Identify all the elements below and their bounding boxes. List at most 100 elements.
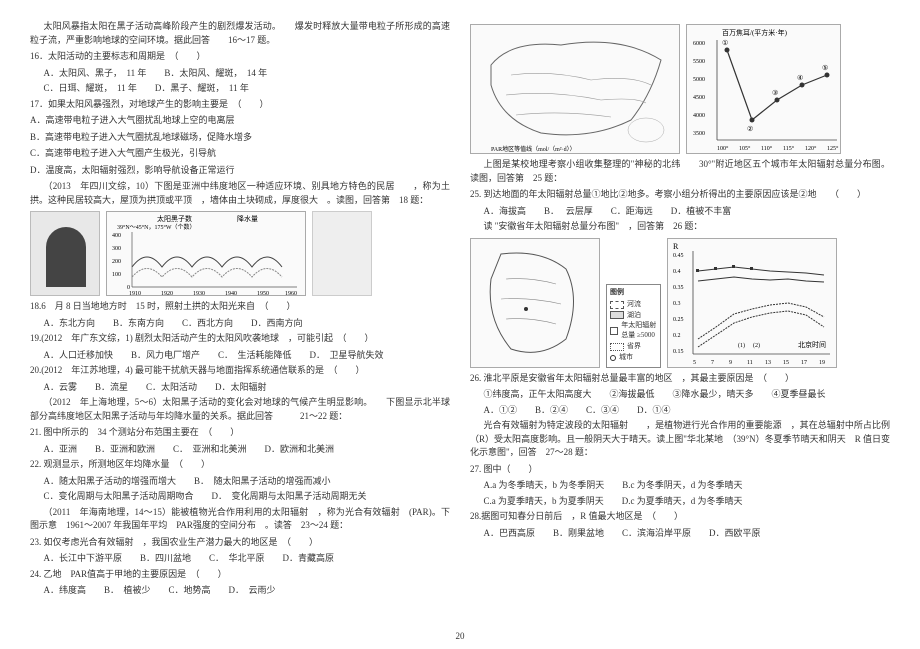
fig26-row: 图例 河流 湖泊 年太阳辐射总量 ≥5000 省界 城市 R 0.45 0.4 … xyxy=(470,238,890,368)
svg-text:19: 19 xyxy=(819,360,825,366)
q16-c: C．日珥、耀斑， 11 年 xyxy=(44,82,137,96)
arch-photo xyxy=(30,211,100,296)
svg-text:9: 9 xyxy=(729,360,732,366)
q22-opts-r2: C．变化周期与太阳黑子活动周期吻合D． 变化周期与太阳黑子活动周期无关 xyxy=(30,490,450,504)
q20-stem: 20.(2012 年江苏地理，4) 最可能干扰航天器与地面指挥系统通信联系的是 … xyxy=(30,364,450,378)
pre18-text: （2013 年四川文综，10）下图是亚洲中纬度地区一种适应环境、别具地方特色的民… xyxy=(30,180,450,207)
svg-text:④: ④ xyxy=(797,74,803,82)
r-chart26: R 0.45 0.4 0.35 0.3 0.25 0.2 0.15 5 xyxy=(667,238,837,368)
svg-text:1940: 1940 xyxy=(225,291,237,297)
dry-photo xyxy=(312,211,372,296)
lg-lake: 湖泊 xyxy=(610,311,657,321)
pre23-text: （2011 年海南地理，14～15）能被植物光合作用利用的太阳辐射 ，称为光合有… xyxy=(30,506,450,533)
svg-text:110°: 110° xyxy=(761,145,773,152)
svg-text:0.3: 0.3 xyxy=(673,301,681,307)
lg-rad: 年太阳辐射总量 ≥5000 xyxy=(610,321,657,341)
q21-d: D．欧洲和北美洲 xyxy=(265,443,335,457)
q26-l4: ④夏季昼最长 xyxy=(772,388,826,402)
intro-text: 太阳风暴指太阳在黑子活动高峰阶段产生的剧烈爆发活动。 爆发时释放大量带电粒子所形… xyxy=(30,20,450,47)
q27-c: C.a 为夏季晴天，b 为夏季阴天 xyxy=(484,495,604,509)
q26-stem: 26. 淮北平原是安徽省年太阳辐射总量最丰富的地区 ，其最主要原因是 （ ） xyxy=(470,372,890,386)
radiation-chart: 百万焦耳/(平方米·年) 6000 5500 5000 4500 4000 35… xyxy=(686,24,841,154)
q26-l2: ②海拔最低 xyxy=(610,388,655,402)
q18-d: D．西南方向 xyxy=(251,317,303,331)
q25-stem: 25. 到达地面的年太阳辐射总量①地比②地多。考察小组分析得出的主要原因应该是②… xyxy=(470,188,890,202)
q21-c: C． 亚洲和北美洲 xyxy=(173,443,247,457)
pre26-text: 读 "安徽省年太阳辐射总量分布图" ，回答第 26 题： xyxy=(470,220,890,234)
svg-text:百万焦耳/(平方米·年): 百万焦耳/(平方米·年) xyxy=(722,28,788,37)
lg-river: 河流 xyxy=(610,300,657,310)
lg-lake-lbl: 湖泊 xyxy=(627,311,641,321)
svg-text:⑤: ⑤ xyxy=(822,64,828,72)
svg-text:15: 15 xyxy=(783,360,789,366)
q23-stem: 23. 如仅考虑光合有效辐射 ，我国农业生产潜力最大的地区是 （ ） xyxy=(30,536,450,550)
svg-text:1950: 1950 xyxy=(257,291,269,297)
q18-b: B．东南方向 xyxy=(113,317,164,331)
q20-a: A．云雾 xyxy=(44,381,78,395)
q28-d: D．西欧平原 xyxy=(709,527,761,541)
q26-d: D．①④ xyxy=(637,404,671,418)
q19-d: D． 卫星导航失效 xyxy=(310,349,384,363)
q26-b: B．②④ xyxy=(535,404,568,418)
q23-a: A．长江中下游平原 xyxy=(44,552,123,566)
svg-text:0.4: 0.4 xyxy=(673,269,681,275)
q27-d: D.c 为夏季晴天，d 为冬季晴天 xyxy=(622,495,743,509)
q28-a: A．巴西高原 xyxy=(484,527,536,541)
topfigs: PAR地区等值线（mol/（m²·d）） 百万焦耳/(平方米·年) 6000 5… xyxy=(470,24,890,154)
svg-text:0.35: 0.35 xyxy=(673,285,684,291)
q22-b: B． 随太阳黑子活动的增强而减小 xyxy=(194,475,331,489)
svg-text:4000: 4000 xyxy=(693,113,705,119)
q27-b: B.c 为冬季阴天，d 为冬季晴天 xyxy=(622,479,742,493)
q26-l3: ③降水最少，晴天多 xyxy=(673,388,754,402)
q22-stem: 22. 观测显示，所测地区年均降水量 （ ） xyxy=(30,458,450,472)
q19-a: A．人口迁移加快 xyxy=(44,349,114,363)
svg-text:13: 13 xyxy=(765,360,771,366)
q16-opts-row2: C．日珥、耀斑， 11 年D．黑子、耀斑， 11 年 xyxy=(30,82,450,96)
svg-text:300: 300 xyxy=(112,246,121,252)
svg-text:0.2: 0.2 xyxy=(673,333,681,339)
svg-text:0.25: 0.25 xyxy=(673,317,684,323)
q24-d: D． 云雨少 xyxy=(229,584,276,598)
q16-b: B．太阳风、耀斑， 14 年 xyxy=(164,67,267,81)
q26-l1: ①纬度高，正午太阳高度大 xyxy=(484,388,592,402)
fig18-row: 太阳黑子数 降水量 39°N～45°N，175°W（个数） 400 300 20… xyxy=(30,211,450,296)
q20-c: C．太阳活动 xyxy=(146,381,197,395)
svg-text:①: ① xyxy=(722,39,728,47)
q21-opts: A．亚洲B．亚洲和欧洲C． 亚洲和北美洲D．欧洲和北美洲 xyxy=(30,443,450,457)
svg-text:6000: 6000 xyxy=(693,41,705,47)
lg-border: 省界 xyxy=(610,342,657,352)
svg-text:100: 100 xyxy=(112,272,121,278)
svg-text:1930: 1930 xyxy=(193,291,205,297)
svg-text:4500: 4500 xyxy=(693,95,705,101)
q28-opts: A．巴西高原 B．刚果盆地 C．滨海沿岸平原 D．西欧平原 xyxy=(470,527,890,541)
svg-text:R: R xyxy=(673,242,679,251)
q17-a: A．高速带电粒子进入大气圈扰乱地球上空的电离层 xyxy=(30,114,450,128)
q17-b: B．高速带电粒子进入大气圈扰乱地球磁场，促降水增多 xyxy=(30,131,450,145)
svg-text:400: 400 xyxy=(112,233,121,239)
svg-text:1910: 1910 xyxy=(129,291,141,297)
q18-c: C．西北方向 xyxy=(182,317,233,331)
q28-c: C．滨海沿岸平原 xyxy=(622,527,691,541)
q17-c: C．高速带电粒子进入大气圈产生极光，引导航 xyxy=(30,147,450,161)
q23-d: D．青藏高原 xyxy=(283,552,335,566)
q25-opts: A．海拔高B． 云层厚C．距海远D．植被不丰富 xyxy=(470,205,890,219)
q25-c: C．距海远 xyxy=(611,205,653,219)
svg-text:太阳黑子数: 太阳黑子数 xyxy=(157,214,192,223)
svg-text:0.15: 0.15 xyxy=(673,349,684,355)
lg-city-lbl: 城市 xyxy=(619,353,633,363)
q18-stem: 18.6 月 8 日当地地方时 15 时，照射土拱的太阳光来自 （ ） xyxy=(30,300,450,314)
q23-b: B．四川盆地 xyxy=(140,552,191,566)
svg-text:125°: 125° xyxy=(827,145,839,152)
anhui-svg xyxy=(471,239,601,369)
q28-b: B．刚果盆地 xyxy=(553,527,604,541)
svg-text:100°: 100° xyxy=(717,145,729,152)
q17-d: D．温度高，太阳辐射强烈，影响导航设备正常运行 xyxy=(30,164,450,178)
q16-opts-row1: A．太阳风、黑子， 11 年B．太阳风、耀斑， 14 年 xyxy=(30,67,450,81)
legend26: 图例 河流 湖泊 年太阳辐射总量 ≥5000 省界 城市 xyxy=(606,284,661,368)
svg-text:115°: 115° xyxy=(783,145,795,152)
svg-text:5: 5 xyxy=(693,360,696,366)
q25-b: B． 云层厚 xyxy=(544,205,593,219)
q27-opts-r2: C.a 为夏季晴天，b 为夏季阴天 D.c 为夏季晴天，d 为冬季晴天 xyxy=(470,495,890,509)
q22-d: D． 变化周期与太阳黑子活动周期无关 xyxy=(212,490,367,504)
svg-text:5000: 5000 xyxy=(693,77,705,83)
